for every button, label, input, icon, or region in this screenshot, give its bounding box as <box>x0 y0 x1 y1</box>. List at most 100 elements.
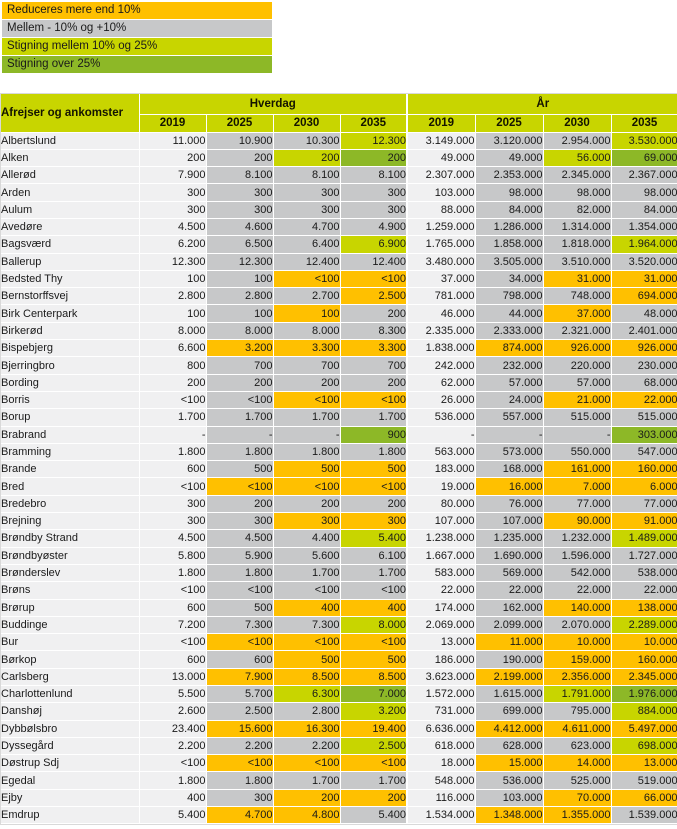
value-cell-hverdag-2019: 11.000 <box>139 132 207 150</box>
value-cell-hverdag-2019: 5.800 <box>139 547 207 565</box>
value-cell-hverdag-2035: 1.700 <box>340 564 408 583</box>
value-cell-ar-2035: 77.000 <box>611 495 677 514</box>
value-cell-hverdag-2019: 800 <box>139 356 207 375</box>
value-cell-hverdag-2035: 200 <box>340 374 408 392</box>
value-cell-hverdag-2025: <100 <box>206 754 274 773</box>
value-cell-ar-2019: 80.000 <box>406 495 476 514</box>
value-cell-ar-2025: 798.000 <box>475 287 544 306</box>
value-cell-ar-2035: 884.000 <box>611 702 677 721</box>
value-cell-hverdag-2035: <100 <box>340 477 408 496</box>
value-cell-ar-2035: 2.367.000 <box>611 166 677 185</box>
value-cell-ar-2019: 49.000 <box>406 149 476 168</box>
value-cell-ar-2019: 18.000 <box>406 754 476 773</box>
value-cell-ar-2025: 15.000 <box>475 754 544 773</box>
value-cell-ar-2035: 1.539.000 <box>611 806 677 825</box>
value-cell-ar-2035: 694.000 <box>611 287 677 306</box>
value-cell-ar-2025: 168.000 <box>475 460 544 479</box>
value-cell-hverdag-2019: 4.500 <box>139 218 207 237</box>
value-cell-hverdag-2030: 10.300 <box>273 132 341 150</box>
value-cell-ar-2019: 107.000 <box>406 512 476 531</box>
value-cell-ar-2025: 16.000 <box>475 477 544 496</box>
station-name: Allerød <box>1 166 140 185</box>
value-cell-ar-2025: 98.000 <box>475 183 544 202</box>
value-cell-hverdag-2025: 7.900 <box>206 668 274 687</box>
value-cell-hverdag-2030: 2.800 <box>273 702 341 721</box>
value-cell-ar-2025: 1.615.000 <box>475 685 544 704</box>
value-cell-hverdag-2030: 200 <box>273 149 341 168</box>
value-cell-hverdag-2019: 300 <box>139 183 207 202</box>
value-cell-ar-2025: 573.000 <box>475 443 544 462</box>
station-name: Bagsværd <box>1 235 140 254</box>
value-cell-hverdag-2019: 6.200 <box>139 235 207 254</box>
value-cell-ar-2019: - <box>406 426 476 444</box>
value-cell-hverdag-2019: 300 <box>139 201 207 219</box>
table-row: Brabrand - - -900- - -303.000 <box>1 426 677 444</box>
table-row: Borris <100 <100 <100 <100 26.000 24.000 21.000… <box>1 391 677 410</box>
value-cell-ar-2035: 1.354.000 <box>611 218 677 237</box>
value-cell-ar-2030: 161.000 <box>543 460 612 479</box>
station-name: Børkop <box>1 650 140 669</box>
table-row: Bred <100 <100 <100 <100 19.000 16.000 7.000 6.0… <box>1 477 677 496</box>
station-name: Brønderslev <box>1 564 140 583</box>
value-cell-ar-2030: 1.314.000 <box>543 218 612 237</box>
value-cell-hverdag-2019: 7.200 <box>139 616 207 635</box>
value-cell-hverdag-2035: <100 <box>340 581 408 600</box>
value-cell-hverdag-2025: 200 <box>206 374 274 392</box>
value-cell-ar-2030: 56.000 <box>543 149 612 168</box>
value-cell-ar-2025: 569.000 <box>475 564 544 583</box>
value-cell-ar-2019: 116.000 <box>406 789 476 808</box>
station-name: Charlottenlund <box>1 685 140 704</box>
station-name: Bramming <box>1 443 140 462</box>
value-cell-hverdag-2025: - <box>206 426 274 444</box>
table-row: Emdrup 5.400 4.700 4.800 5.400 1.534.000 1.348… <box>1 806 677 825</box>
table-corner-header: Afrejser og ankomster <box>1 94 140 133</box>
station-name: Ejby <box>1 789 140 808</box>
value-cell-hverdag-2019: - <box>139 426 207 444</box>
value-cell-ar-2030: 3.510.000 <box>543 253 612 271</box>
value-cell-hverdag-2035: 300 <box>340 201 408 219</box>
station-name: Ballerup <box>1 253 140 271</box>
value-cell-ar-2025: 1.690.000 <box>475 547 544 565</box>
value-cell-ar-2025: 57.000 <box>475 374 544 392</box>
value-cell-hverdag-2019: 300 <box>139 495 207 514</box>
table-row: Bur <100 <100 <100 <100 13.000 11.000 10.000 10.… <box>1 633 677 652</box>
value-cell-hverdag-2025: 5.700 <box>206 685 274 704</box>
value-cell-hverdag-2025: 8.000 <box>206 322 274 341</box>
value-cell-hverdag-2030: 1.700 <box>273 564 341 583</box>
value-cell-hverdag-2019: 5.500 <box>139 685 207 704</box>
value-cell-hverdag-2019: 1.700 <box>139 408 207 427</box>
legend-item-mid: Mellem - 10% og +10% <box>2 20 272 37</box>
station-name: Avedøre <box>1 218 140 237</box>
table-row: Bramming 1.800 1.800 1.800 1.800 563.000 573.0… <box>1 443 677 462</box>
value-cell-hverdag-2030: 100 <box>273 304 341 323</box>
value-cell-hverdag-2025: 300 <box>206 201 274 219</box>
value-cell-hverdag-2035: 12.300 <box>340 132 408 150</box>
value-cell-ar-2025: 76.000 <box>475 495 544 514</box>
value-cell-hverdag-2035: 300 <box>340 183 408 202</box>
value-cell-hverdag-2030: 200 <box>273 374 341 392</box>
value-cell-ar-2025: 1.858.000 <box>475 235 544 254</box>
value-cell-ar-2030: 4.611.000 <box>543 720 612 738</box>
value-cell-ar-2030: 623.000 <box>543 737 612 756</box>
value-cell-ar-2035: 230.000 <box>611 356 677 375</box>
value-cell-ar-2019: 37.000 <box>406 270 476 289</box>
value-cell-ar-2019: 62.000 <box>406 374 476 392</box>
station-name: Brabrand <box>1 426 140 444</box>
value-cell-hverdag-2019: 2.600 <box>139 702 207 721</box>
value-cell-ar-2035: 1.727.000 <box>611 547 677 565</box>
value-cell-hverdag-2035: 3.200 <box>340 702 408 721</box>
value-cell-hverdag-2030: 1.700 <box>273 408 341 427</box>
value-cell-hverdag-2035: 400 <box>340 599 408 617</box>
value-cell-ar-2035: 31.000 <box>611 270 677 289</box>
value-cell-ar-2035: 3.520.000 <box>611 253 677 271</box>
value-cell-hverdag-2030: 300 <box>273 201 341 219</box>
value-cell-hverdag-2030: 8.500 <box>273 668 341 687</box>
value-cell-hverdag-2030: 500 <box>273 650 341 669</box>
legend-item-down: Reduceres mere end 10% <box>2 2 272 19</box>
station-name: Bernstorffsvej <box>1 287 140 306</box>
table-row: Charlottenlund 5.500 5.700 6.300 7.000 1.572.… <box>1 685 677 704</box>
value-cell-ar-2035: 303.000 <box>611 426 677 444</box>
value-cell-hverdag-2025: 4.600 <box>206 218 274 237</box>
value-cell-hverdag-2019: 600 <box>139 460 207 479</box>
